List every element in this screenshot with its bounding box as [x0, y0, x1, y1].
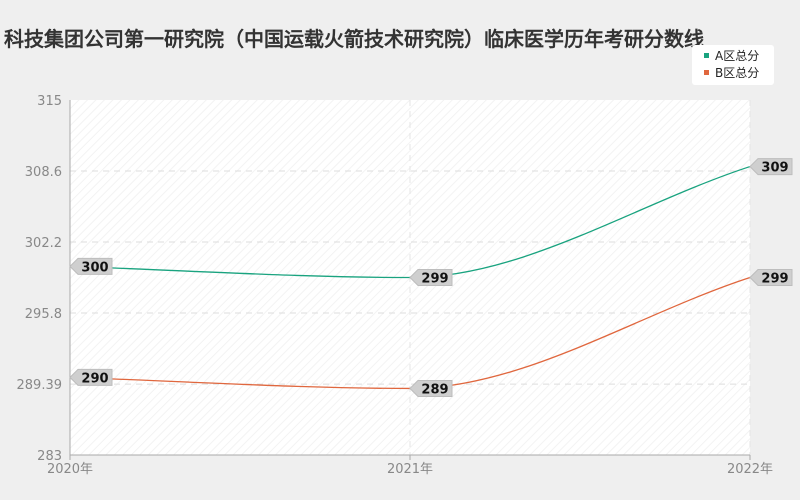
data-label-box — [749, 269, 793, 286]
data-labels: 300 299 309 290 289 299 — [69, 158, 793, 397]
data-label-box — [409, 269, 453, 286]
data-label-text: 309 — [761, 161, 788, 176]
legend-label-a: A区总分 — [715, 49, 760, 63]
y-tick-label: 295.8 — [25, 307, 62, 322]
legend-swatch-b — [704, 70, 709, 75]
data-label-text: 290 — [81, 371, 108, 386]
y-tick-label: 308.6 — [25, 165, 62, 180]
data-label-text: 299 — [421, 272, 448, 287]
data-label-box — [69, 257, 113, 275]
x-tick-label: 2022年 — [727, 462, 773, 477]
data-label-a: 299 — [409, 269, 453, 287]
x-tick-label: 2020年 — [47, 462, 93, 477]
legend-item-a[interactable]: A区总分 — [704, 48, 759, 64]
data-label-text: 289 — [421, 382, 448, 397]
legend: A区总分 B区总分 — [692, 45, 774, 85]
chart-title: 科技集团公司第一研究院（中国运载火箭技术研究院）临床医学历年考研分数线 — [0, 22, 800, 56]
data-label-box — [409, 379, 453, 397]
data-label-box — [69, 368, 113, 386]
x-tick-label: 2021年 — [387, 462, 433, 477]
data-label-a: 300 — [69, 257, 113, 275]
chart-title-text: 科技集团公司第一研究院（中国运载火箭技术研究院）临床医学历年考研分数线 — [4, 27, 704, 51]
legend-label-b: B区总分 — [715, 66, 760, 80]
data-label-text: 299 — [761, 272, 788, 287]
data-label-box — [749, 158, 793, 176]
legend-item-b[interactable]: B区总分 — [704, 65, 759, 81]
data-label-b: 289 — [409, 379, 453, 397]
y-tick-label: 302.2 — [25, 236, 62, 251]
data-label-b: 290 — [69, 368, 113, 386]
data-label-a: 309 — [749, 158, 793, 176]
data-label-b: 299 — [749, 269, 793, 287]
legend-swatch-a — [704, 53, 709, 58]
data-label-text: 300 — [81, 260, 108, 275]
y-tick-label: 315 — [37, 94, 62, 109]
y-tick-label: 289.39 — [17, 378, 63, 393]
y-tick-label: 283 — [37, 449, 62, 464]
